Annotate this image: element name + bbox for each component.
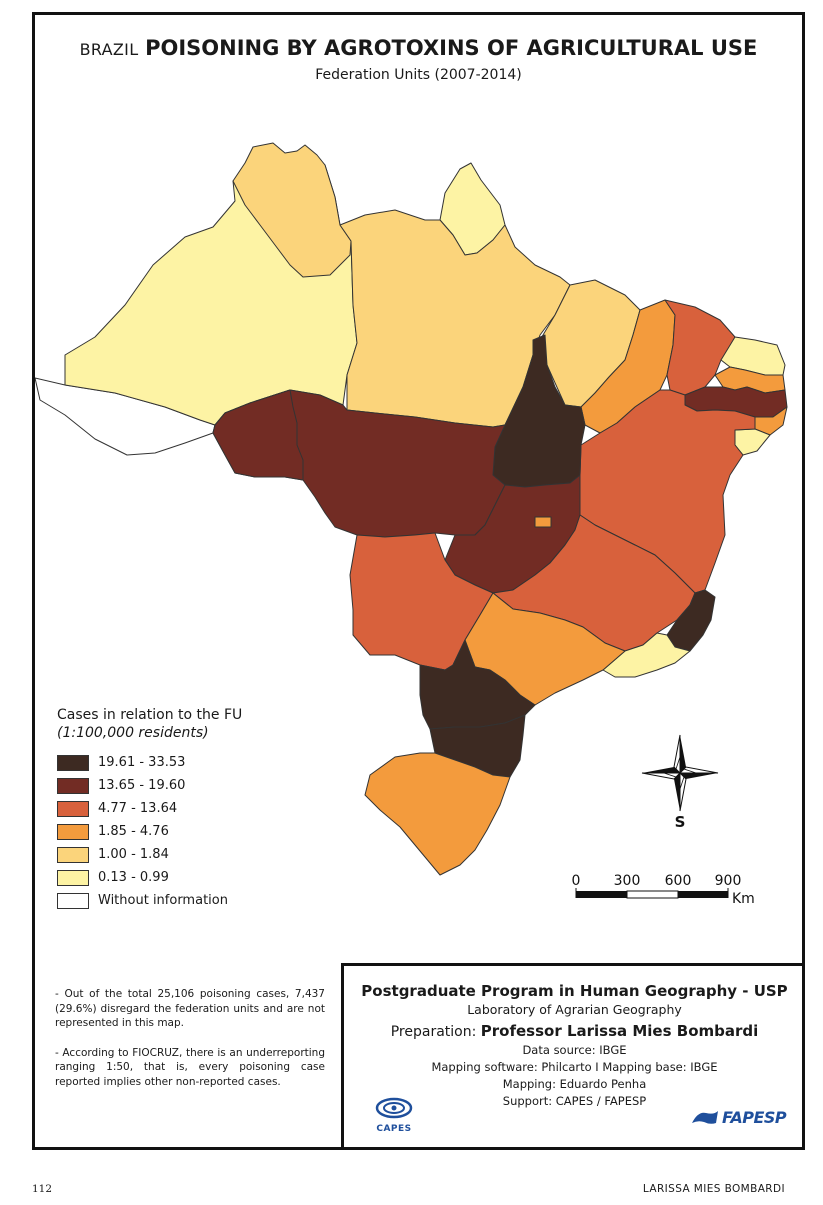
- region-rio-de-janeiro: [602, 632, 691, 678]
- legend-swatch: [57, 892, 89, 909]
- region-rio-grande-do-sul: [364, 752, 511, 876]
- legend-title: Cases in relation to the FU: [57, 707, 243, 723]
- compass-label: S: [675, 813, 686, 831]
- legend-label: Without information: [98, 893, 228, 908]
- credits-support: Support: CAPES / FAPESP: [502, 1094, 647, 1108]
- page-number: 112: [32, 1183, 53, 1195]
- legend-item: 19.61 - 33.53: [57, 751, 317, 774]
- credits-preparation: Preparation: Professor Larissa Mies Bomb…: [344, 1022, 805, 1040]
- title-main: POISONING BY AGROTOXINS OF AGRICULTURAL …: [145, 36, 758, 60]
- legend-item: 1.00 - 1.84: [57, 843, 317, 866]
- scale-unit: Km: [732, 891, 755, 907]
- scale-tick-300: 300: [614, 873, 641, 889]
- credits-mapping: Mapping: Eduardo Penha: [502, 1077, 647, 1091]
- legend-label: 1.85 - 4.76: [98, 824, 169, 839]
- region-parana: [419, 639, 536, 730]
- compass-rose-icon: S: [641, 734, 719, 831]
- capes-logo-icon: [375, 1097, 413, 1119]
- legend-swatch: [57, 869, 89, 886]
- fapesp-logo: FAPESP: [690, 1108, 787, 1127]
- legend-label: 19.61 - 33.53: [98, 755, 186, 770]
- legend-swatch: [57, 754, 89, 771]
- credits-box: Postgraduate Program in Human Geography …: [341, 963, 805, 1150]
- region-ceara: [664, 299, 736, 396]
- note-1: - Out of the total 25,106 poisoning case…: [55, 988, 325, 1029]
- legend-swatch: [57, 777, 89, 794]
- note-2: - According to FIOCRUZ, there is an unde…: [55, 1046, 325, 1088]
- credits-lab: Laboratory of Agrarian Geography: [467, 1002, 682, 1017]
- page-author: LARISSA MIES BOMBARDI: [642, 1183, 785, 1195]
- capes-logo-text: CAPES: [376, 1124, 412, 1134]
- legend-item: 13.65 - 19.60: [57, 774, 317, 797]
- region-roraima: [232, 142, 352, 278]
- fapesp-logo-icon: [692, 1110, 718, 1124]
- scale-tick-600: 600: [665, 873, 692, 889]
- legend-subtitle: (1:100,000 residents): [57, 725, 209, 741]
- map-subtitle: Federation Units (2007-2014): [315, 67, 522, 83]
- legend-item: 0.13 - 0.99: [57, 866, 317, 889]
- legend-label: 1.00 - 1.84: [98, 847, 169, 862]
- region-distrito-federal: [534, 516, 552, 528]
- scale-bar: 0 300 600 900 Km: [572, 873, 755, 907]
- legend-item: Without information: [57, 889, 317, 912]
- brazil-map: [35, 142, 788, 876]
- title-prefix: BRAZIL: [79, 40, 139, 59]
- credits-prep-label: Preparation:: [390, 1024, 477, 1040]
- legend-label: 13.65 - 19.60: [98, 778, 186, 793]
- scale-tick-0: 0: [572, 873, 581, 889]
- legend-label: 0.13 - 0.99: [98, 870, 169, 885]
- legend-item: 1.85 - 4.76: [57, 820, 317, 843]
- legend-swatch: [57, 823, 89, 840]
- legend-swatch: [57, 800, 89, 817]
- map-frame: BRAZIL POISONING BY AGROTOXINS OF AGRICU…: [32, 12, 805, 1150]
- scale-tick-900: 900: [715, 873, 742, 889]
- legend-label: 4.77 - 13.64: [98, 801, 178, 816]
- map-title: BRAZIL POISONING BY AGROTOXINS OF AGRICU…: [35, 35, 802, 63]
- legend: Cases in relation to the FU (1:100,000 r…: [57, 707, 317, 912]
- capes-logo: CAPES: [364, 1096, 424, 1134]
- region-rondonia: [212, 389, 304, 481]
- credits-software: Mapping software: Philcarto I Mapping ba…: [431, 1060, 718, 1074]
- credits-prep-name: Professor Larissa Mies Bombardi: [480, 1022, 759, 1040]
- fapesp-logo-text: FAPESP: [722, 1108, 787, 1127]
- credits-source: Data source: IBGE: [522, 1043, 627, 1057]
- credits-program: Postgraduate Program in Human Geography …: [361, 982, 788, 1000]
- notes: - Out of the total 25,106 poisoning case…: [55, 987, 325, 1104]
- legend-swatch: [57, 846, 89, 863]
- legend-item: 4.77 - 13.64: [57, 797, 317, 820]
